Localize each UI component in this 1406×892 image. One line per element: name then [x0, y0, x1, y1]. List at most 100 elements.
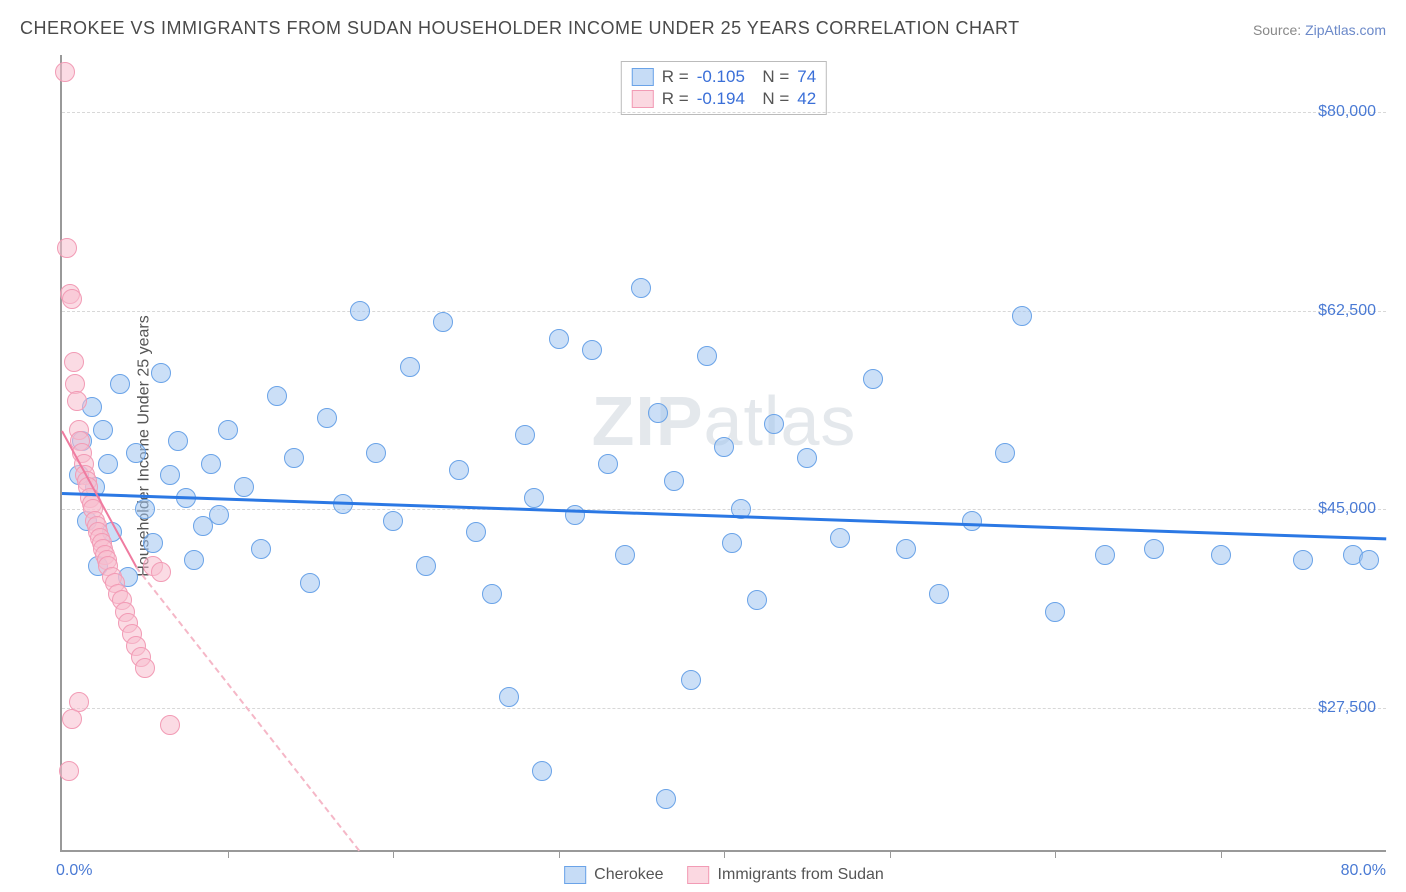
data-point [62, 289, 82, 309]
legend-item-cherokee: Cherokee [564, 866, 663, 884]
data-point [615, 545, 635, 565]
swatch-blue [632, 68, 654, 86]
x-axis-min-label: 0.0% [56, 862, 92, 880]
data-point [317, 408, 337, 428]
data-point [67, 391, 87, 411]
data-point [160, 465, 180, 485]
data-point [664, 471, 684, 491]
x-axis-max-label: 80.0% [1341, 862, 1386, 880]
data-point [143, 533, 163, 553]
data-point [57, 238, 77, 258]
data-point [1045, 602, 1065, 622]
data-point [1095, 545, 1115, 565]
chart-plot-area: ZIPatlas R = -0.105 N = 74 R = -0.194 N … [60, 55, 1386, 852]
data-point [126, 443, 146, 463]
r-value-sudan: -0.194 [697, 89, 745, 109]
legend-row-sudan: R = -0.194 N = 42 [632, 88, 816, 110]
data-point [201, 454, 221, 474]
data-point [524, 488, 544, 508]
x-tick [393, 850, 394, 858]
data-point [466, 522, 486, 542]
data-point [383, 511, 403, 531]
data-point [714, 437, 734, 457]
y-tick-label: $62,500 [1318, 302, 1376, 320]
y-tick-label: $27,500 [1318, 699, 1376, 717]
data-point [64, 352, 84, 372]
source-prefix: Source: [1253, 22, 1305, 38]
data-point [1012, 306, 1032, 326]
data-point [697, 346, 717, 366]
data-point [681, 670, 701, 690]
data-point [98, 454, 118, 474]
x-tick [559, 850, 560, 858]
data-point [747, 590, 767, 610]
data-point [350, 301, 370, 321]
data-point [582, 340, 602, 360]
data-point [416, 556, 436, 576]
data-point [284, 448, 304, 468]
gridline [62, 311, 1386, 312]
data-point [722, 533, 742, 553]
data-point [532, 761, 552, 781]
n-value-sudan: 42 [797, 89, 816, 109]
data-point [549, 329, 569, 349]
data-point [110, 374, 130, 394]
data-point [267, 386, 287, 406]
gridline [62, 112, 1386, 113]
data-point [648, 403, 668, 423]
data-point [1359, 550, 1379, 570]
source-link[interactable]: ZipAtlas.com [1305, 22, 1386, 38]
data-point [59, 761, 79, 781]
data-point [1211, 545, 1231, 565]
source-attribution: Source: ZipAtlas.com [1253, 22, 1386, 38]
gridline [62, 708, 1386, 709]
data-point [93, 420, 113, 440]
swatch-pink [688, 866, 710, 884]
data-point [482, 584, 502, 604]
data-point [135, 658, 155, 678]
data-point [168, 431, 188, 451]
r-label: R = [662, 67, 689, 87]
data-point [1144, 539, 1164, 559]
trend-line [62, 492, 1386, 540]
data-point [135, 499, 155, 519]
data-point [515, 425, 535, 445]
x-tick [1221, 850, 1222, 858]
legend-label-sudan: Immigrants from Sudan [718, 866, 884, 884]
data-point [62, 709, 82, 729]
data-point [366, 443, 386, 463]
data-point [151, 562, 171, 582]
r-value-cherokee: -0.105 [697, 67, 745, 87]
x-tick [1055, 850, 1056, 858]
data-point [449, 460, 469, 480]
x-tick [890, 850, 891, 858]
x-tick [228, 850, 229, 858]
legend-label-cherokee: Cherokee [594, 866, 663, 884]
n-value-cherokee: 74 [797, 67, 816, 87]
data-point [1293, 550, 1313, 570]
swatch-blue [564, 866, 586, 884]
data-point [929, 584, 949, 604]
y-tick-label: $80,000 [1318, 103, 1376, 121]
data-point [565, 505, 585, 525]
data-point [55, 62, 75, 82]
data-point [764, 414, 784, 434]
data-point [499, 687, 519, 707]
series-legend: Cherokee Immigrants from Sudan [564, 866, 884, 884]
data-point [656, 789, 676, 809]
data-point [209, 505, 229, 525]
data-point [151, 363, 171, 383]
legend-item-sudan: Immigrants from Sudan [688, 866, 884, 884]
data-point [830, 528, 850, 548]
data-point [251, 539, 271, 559]
data-point [797, 448, 817, 468]
legend-row-cherokee: R = -0.105 N = 74 [632, 66, 816, 88]
data-point [863, 369, 883, 389]
data-point [433, 312, 453, 332]
n-label: N = [753, 67, 789, 87]
swatch-pink [632, 90, 654, 108]
data-point [218, 420, 238, 440]
data-point [962, 511, 982, 531]
x-tick [724, 850, 725, 858]
n-label: N = [753, 89, 789, 109]
